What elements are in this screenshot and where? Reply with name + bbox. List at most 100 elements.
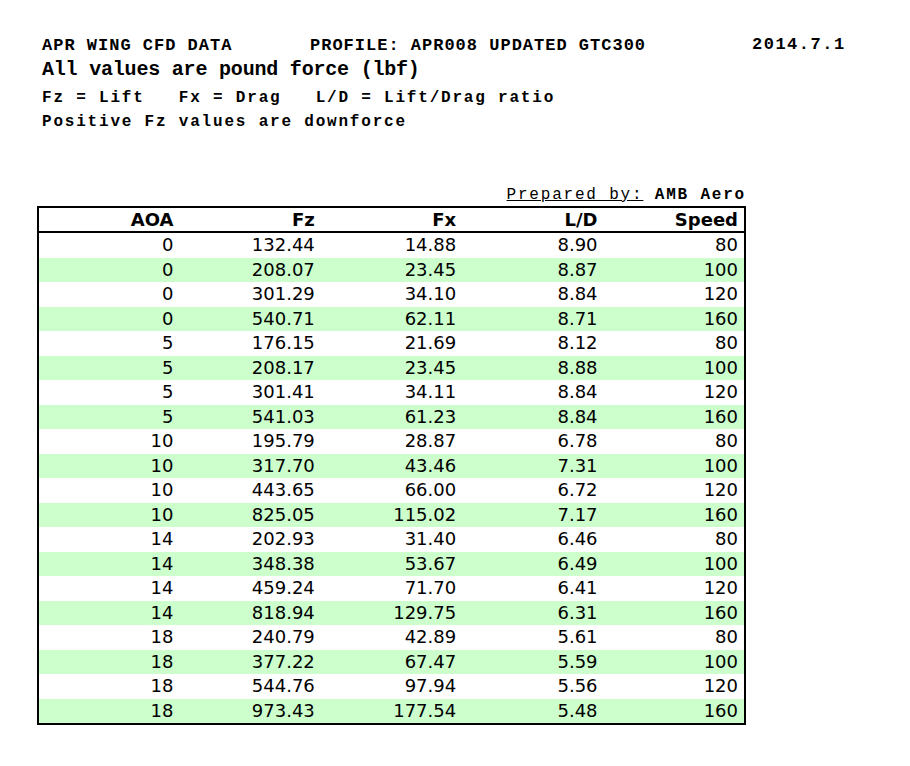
cell-aoa: 10: [38, 454, 179, 479]
cell-ld: 5.59: [462, 650, 603, 675]
cell-speed: 100: [604, 356, 745, 381]
cell-speed: 160: [604, 601, 745, 626]
profile-label: PROFILE: APR008 UPDATED GTC300: [310, 36, 646, 55]
table-row: 5176.1521.698.1280: [38, 331, 745, 356]
cfd-data-table: AOAFzFxL/DSpeed 0132.4414.888.90800208.0…: [37, 206, 746, 725]
cell-aoa: 5: [38, 380, 179, 405]
cell-ld: 6.41: [462, 576, 603, 601]
cell-speed: 160: [604, 405, 745, 430]
header-row: AOAFzFxL/DSpeed: [38, 207, 745, 232]
page: { "header": { "title": "APR WING CFD DAT…: [0, 0, 910, 766]
cell-fx: 42.89: [321, 625, 462, 650]
table-row: 0301.2934.108.84120: [38, 282, 745, 307]
cell-aoa: 5: [38, 405, 179, 430]
cell-aoa: 0: [38, 282, 179, 307]
table-row: 0132.4414.888.9080: [38, 232, 745, 258]
table-row: 18240.7942.895.6180: [38, 625, 745, 650]
col-header-fx: Fx: [321, 207, 462, 232]
note-line: Positive Fz values are downforce: [42, 113, 407, 131]
table-row: 5208.1723.458.88100: [38, 356, 745, 381]
cell-fz: 202.93: [179, 527, 320, 552]
cell-fx: 67.47: [321, 650, 462, 675]
table-row: 10825.05115.027.17160: [38, 503, 745, 528]
cell-fz: 301.41: [179, 380, 320, 405]
cell-fx: 97.94: [321, 674, 462, 699]
cell-aoa: 14: [38, 527, 179, 552]
cell-ld: 8.84: [462, 282, 603, 307]
cell-fx: 43.46: [321, 454, 462, 479]
table-row: 14818.94129.756.31160: [38, 601, 745, 626]
doc-subtitle: All values are pound force (lbf): [42, 58, 420, 81]
cell-fx: 66.00: [321, 478, 462, 503]
cell-ld: 8.90: [462, 232, 603, 258]
table-row: 10317.7043.467.31100: [38, 454, 745, 479]
cell-aoa: 10: [38, 503, 179, 528]
cell-fx: 129.75: [321, 601, 462, 626]
cell-speed: 160: [604, 307, 745, 332]
cell-ld: 8.12: [462, 331, 603, 356]
cell-fz: 377.22: [179, 650, 320, 675]
cell-aoa: 5: [38, 331, 179, 356]
col-header-fz: Fz: [179, 207, 320, 232]
cell-fz: 348.38: [179, 552, 320, 577]
cell-speed: 80: [604, 331, 745, 356]
cell-aoa: 18: [38, 650, 179, 675]
cell-fz: 317.70: [179, 454, 320, 479]
cell-fx: 71.70: [321, 576, 462, 601]
table-row: 5301.4134.118.84120: [38, 380, 745, 405]
prepared-by-value: AMB Aero: [655, 186, 746, 204]
cell-ld: 8.88: [462, 356, 603, 381]
cell-fx: 53.67: [321, 552, 462, 577]
cell-ld: 6.49: [462, 552, 603, 577]
cell-speed: 100: [604, 258, 745, 283]
cell-speed: 80: [604, 625, 745, 650]
cell-fx: 28.87: [321, 429, 462, 454]
cell-ld: 5.48: [462, 699, 603, 725]
table-body: 0132.4414.888.90800208.0723.458.87100030…: [38, 232, 745, 724]
cell-fz: 541.03: [179, 405, 320, 430]
doc-title: APR WING CFD DATA: [42, 36, 232, 55]
table-row: 0208.0723.458.87100: [38, 258, 745, 283]
cell-aoa: 10: [38, 429, 179, 454]
prepared-by-label: Prepared by:: [507, 186, 644, 204]
table-row: 14202.9331.406.4680: [38, 527, 745, 552]
table-header: AOAFzFxL/DSpeed: [38, 207, 745, 232]
table-row: 18377.2267.475.59100: [38, 650, 745, 675]
table-row: 18544.7697.945.56120: [38, 674, 745, 699]
cell-fz: 301.29: [179, 282, 320, 307]
cell-fx: 34.10: [321, 282, 462, 307]
cell-fx: 14.88: [321, 232, 462, 258]
table-row: 14348.3853.676.49100: [38, 552, 745, 577]
cell-speed: 120: [604, 478, 745, 503]
cell-fx: 23.45: [321, 356, 462, 381]
cell-aoa: 18: [38, 699, 179, 725]
cell-ld: 8.84: [462, 380, 603, 405]
cell-speed: 120: [604, 380, 745, 405]
cell-fz: 544.76: [179, 674, 320, 699]
legend-line: Fz = Lift Fx = Drag L/D = Lift/Drag rati…: [42, 89, 555, 107]
table-row: 10443.6566.006.72120: [38, 478, 745, 503]
cell-ld: 6.31: [462, 601, 603, 626]
cell-speed: 100: [604, 552, 745, 577]
cell-fx: 177.54: [321, 699, 462, 725]
table-row: 0540.7162.118.71160: [38, 307, 745, 332]
col-header-speed: Speed: [604, 207, 745, 232]
cell-fz: 825.05: [179, 503, 320, 528]
cell-speed: 100: [604, 650, 745, 675]
cell-aoa: 0: [38, 258, 179, 283]
col-header-ld: L/D: [462, 207, 603, 232]
cell-fx: 23.45: [321, 258, 462, 283]
cell-fz: 132.44: [179, 232, 320, 258]
col-header-aoa: AOA: [38, 207, 179, 232]
cell-speed: 80: [604, 527, 745, 552]
cell-fz: 540.71: [179, 307, 320, 332]
table-row: 18973.43177.545.48160: [38, 699, 745, 725]
cell-ld: 8.71: [462, 307, 603, 332]
doc-date: 2014.7.1: [752, 35, 846, 54]
table-row: 5541.0361.238.84160: [38, 405, 745, 430]
table-row: 10195.7928.876.7880: [38, 429, 745, 454]
cell-fx: 61.23: [321, 405, 462, 430]
cell-fz: 240.79: [179, 625, 320, 650]
cell-aoa: 14: [38, 601, 179, 626]
cell-ld: 7.17: [462, 503, 603, 528]
